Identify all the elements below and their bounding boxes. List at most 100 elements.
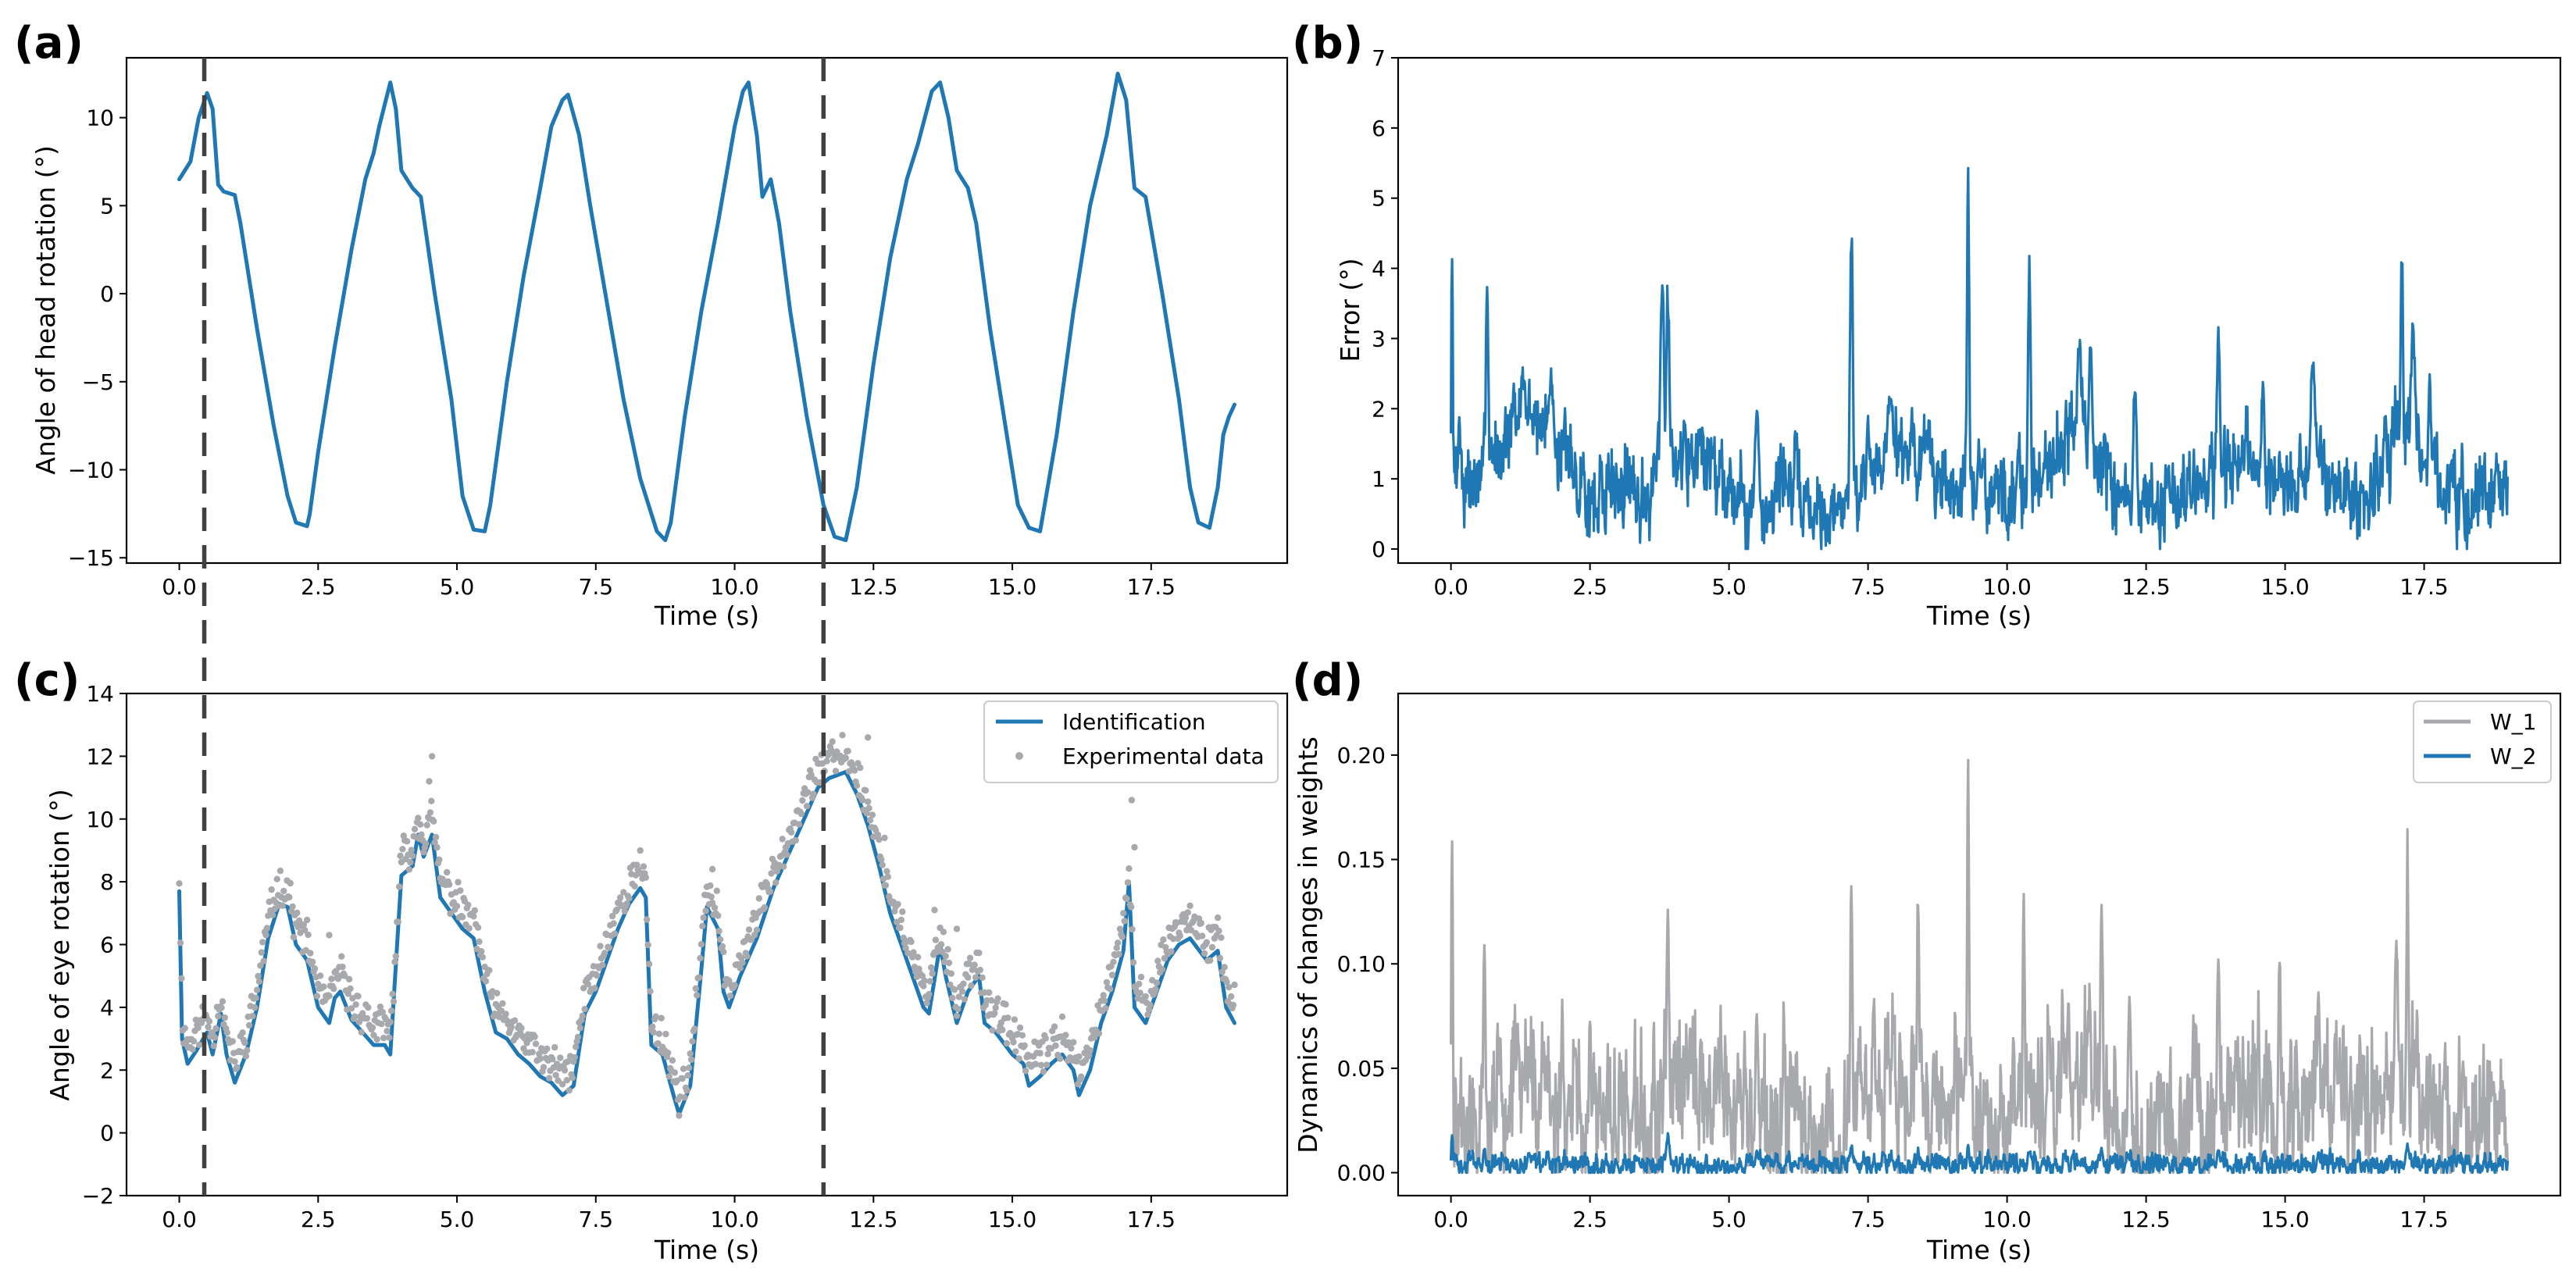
series-w-1-line <box>1450 758 2509 1175</box>
experimental-data-point <box>679 1075 686 1082</box>
experimental-data-point <box>565 1058 572 1065</box>
panel-b-ytick-label: 2 <box>1372 396 1386 422</box>
experimental-data-point <box>866 817 874 824</box>
experimental-data-point <box>551 1043 558 1051</box>
experimental-data-point <box>940 929 947 936</box>
experimental-data-point <box>294 909 301 917</box>
panel-b-ytick-label: 4 <box>1372 256 1386 282</box>
experimental-data-point <box>803 803 811 810</box>
experimental-data-point <box>1062 1032 1069 1039</box>
experimental-data-point <box>363 1014 371 1022</box>
panel-b-xtick-label: 17.5 <box>2399 574 2448 600</box>
experimental-data-point <box>1208 943 1216 951</box>
experimental-data-point <box>176 880 183 887</box>
experimental-data-point <box>380 1034 387 1042</box>
experimental-data-point <box>766 888 774 895</box>
experimental-data-point <box>295 917 303 925</box>
experimental-data-point <box>223 1029 230 1036</box>
experimental-data-point <box>692 985 699 993</box>
experimental-data-point <box>508 1023 515 1031</box>
panel-a-xtick-label: 17.5 <box>1127 574 1176 600</box>
experimental-data-point <box>1095 1030 1103 1037</box>
experimental-data-point <box>569 1075 576 1082</box>
experimental-data-point <box>552 1071 559 1078</box>
experimental-data-point <box>1110 958 1117 966</box>
experimental-data-point <box>433 843 441 851</box>
panel-a-ytick-label: −5 <box>82 369 114 395</box>
panel-d-xtick-label: 17.5 <box>2399 1207 2448 1232</box>
experimental-data-point <box>1126 865 1133 872</box>
experimental-data-point <box>502 1011 509 1018</box>
experimental-data-point <box>326 993 333 1000</box>
experimental-data-point <box>605 944 613 951</box>
experimental-data-point <box>965 974 972 981</box>
experimental-data-point <box>1121 918 1128 925</box>
panel-b-xtick-label: 7.5 <box>1850 574 1886 600</box>
experimental-data-point <box>579 1012 586 1020</box>
experimental-data-point <box>405 866 413 873</box>
experimental-data-point <box>260 957 267 964</box>
panel-c-ytick-label: 0 <box>100 1121 114 1146</box>
experimental-data-point <box>753 926 761 934</box>
experimental-data-point <box>273 875 280 882</box>
experimental-data-point <box>884 873 892 880</box>
experimental-data-point <box>470 913 477 920</box>
experimental-data-point <box>486 967 493 974</box>
experimental-data-point <box>1076 1053 1083 1061</box>
experimental-data-point <box>221 1014 228 1021</box>
experimental-data-point <box>768 870 775 877</box>
experimental-data-point <box>979 974 986 982</box>
experimental-data-point <box>713 887 720 894</box>
experimental-data-point <box>844 747 851 754</box>
experimental-data-point <box>379 1008 386 1016</box>
experimental-data-point <box>1123 895 1130 903</box>
experimental-data-point <box>487 993 495 1000</box>
experimental-data-point <box>205 1023 212 1031</box>
experimental-data-point <box>631 882 638 890</box>
experimental-data-point <box>581 1006 588 1013</box>
experimental-data-point <box>951 986 958 993</box>
experimental-data-point <box>365 1004 372 1011</box>
experimental-data-point <box>601 950 608 957</box>
experimental-data-point <box>352 1001 359 1008</box>
experimental-data-point <box>453 903 461 910</box>
panel-b-ytick-label: 5 <box>1372 186 1386 212</box>
experimental-data-point <box>929 970 936 977</box>
experimental-data-point <box>1058 1013 1066 1021</box>
experimental-data-point <box>715 912 722 919</box>
panel-b-xtick-label: 0.0 <box>1433 574 1468 600</box>
panel-a-ytick-label: 0 <box>100 281 114 307</box>
experimental-data-point <box>269 911 277 918</box>
experimental-data-point <box>411 825 419 832</box>
experimental-data-point <box>407 858 414 866</box>
panel-c-xtick-label: 10.0 <box>710 1207 758 1232</box>
experimental-data-point <box>205 1018 213 1025</box>
experimental-data-point <box>620 889 627 896</box>
experimental-data-point <box>355 1018 363 1025</box>
panel-b-ytick-label: 7 <box>1372 45 1386 71</box>
experimental-data-point <box>966 954 974 961</box>
experimental-data-point <box>992 1004 999 1011</box>
experimental-data-point <box>686 1064 693 1071</box>
experimental-data-point <box>1152 986 1159 993</box>
experimental-data-point <box>665 1073 673 1080</box>
experimental-data-point <box>1011 1016 1019 1023</box>
experimental-data-point <box>378 1021 385 1028</box>
experimental-data-point <box>345 975 353 983</box>
experimental-data-point <box>783 851 790 858</box>
experimental-data-point <box>423 822 430 829</box>
experimental-data-point <box>908 938 915 946</box>
experimental-data-point <box>313 993 321 1000</box>
experimental-data-point <box>499 1000 506 1007</box>
experimental-data-point <box>245 1021 253 1029</box>
experimental-data-point <box>865 798 872 805</box>
experimental-data-point <box>1037 1061 1045 1069</box>
experimental-data-point <box>626 895 633 902</box>
panel-d-ytick-label: 0.10 <box>1337 951 1386 977</box>
experimental-data-point <box>719 943 726 950</box>
experimental-data-point <box>387 1018 394 1025</box>
experimental-data-point <box>937 941 945 948</box>
experimental-data-point <box>1136 980 1143 988</box>
panel-d: (d) 0.0 2.5 5.0 7.5 10.0 12.5 15.0 17.5 0.00 0.05… <box>1292 655 2562 1265</box>
experimental-data-point <box>797 810 805 818</box>
